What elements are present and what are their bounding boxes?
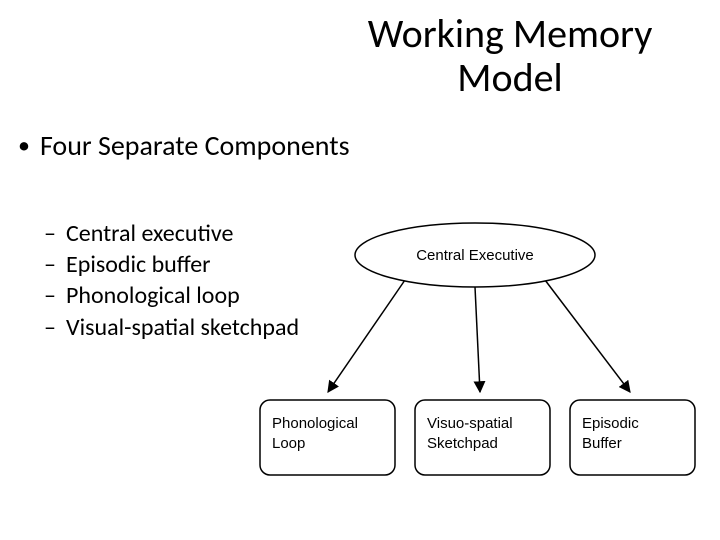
bullet-dot-icon: •: [18, 130, 30, 161]
dash-icon: –: [44, 280, 58, 311]
dash-icon: –: [44, 218, 58, 249]
node-central-executive-label: Central Executive: [416, 247, 534, 264]
list-item-label: Episodic buffer: [66, 249, 211, 280]
diagram-svg: Central Executive Phonological Loop Visu…: [240, 200, 710, 520]
list-item-label: Central executive: [66, 218, 233, 249]
list-item-label: Phonological loop: [66, 280, 240, 311]
page-title: Working Memory Model: [320, 12, 700, 100]
edge-ce-vss: [475, 287, 480, 392]
dash-icon: –: [44, 249, 58, 280]
edge-ce-eb: [545, 280, 630, 392]
main-bullet: • Four Separate Components: [18, 130, 350, 162]
main-bullet-text: Four Separate Components: [40, 130, 350, 162]
working-memory-diagram: Central Executive Phonological Loop Visu…: [240, 200, 710, 520]
edge-ce-pl: [328, 280, 405, 392]
dash-icon: –: [44, 312, 58, 343]
